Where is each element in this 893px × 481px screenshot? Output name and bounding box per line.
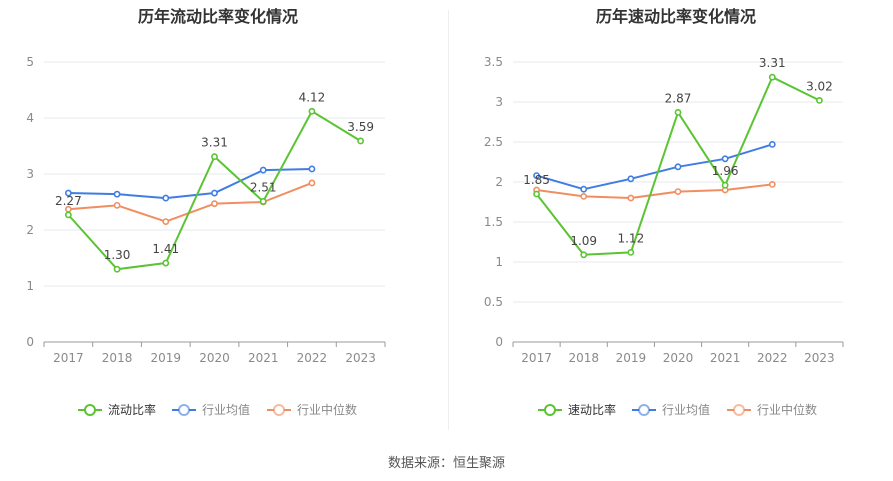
data-point[interactable] (721, 181, 729, 189)
x-tick-label: 2022 (757, 351, 788, 365)
y-tick-label: 2.5 (484, 135, 503, 149)
legend-marker-icon (178, 404, 190, 416)
data-label: 3.59 (347, 120, 374, 134)
y-tick-label: 1 (26, 279, 34, 293)
data-point[interactable] (113, 201, 121, 209)
data-point[interactable] (162, 218, 170, 225)
data-point[interactable] (211, 189, 218, 197)
data-point[interactable] (259, 198, 267, 205)
x-tick-label: 2017 (521, 351, 552, 365)
legend-marker-icon (638, 404, 650, 416)
data-point[interactable] (308, 179, 316, 187)
data-point[interactable] (627, 175, 635, 183)
data-point[interactable] (259, 166, 267, 174)
series-line (536, 143, 773, 191)
data-point[interactable] (113, 190, 121, 198)
data-point[interactable] (162, 259, 170, 267)
x-tick-label: 2021 (710, 351, 741, 365)
data-point[interactable] (357, 137, 365, 145)
quick-ratio-chart: 历年速动比率变化情况 0 0.5 1 1.5 2 2.5 3 3.5 2017 2018 2019 20… (484, 7, 844, 417)
legend-marker-icon (84, 404, 96, 416)
data-point[interactable] (580, 251, 588, 259)
data-label: 1.96 (712, 164, 739, 178)
data-point[interactable] (308, 165, 316, 173)
x-tick-label: 2022 (297, 351, 328, 365)
data-point[interactable] (721, 155, 729, 163)
y-tick-label: 1 (495, 255, 503, 269)
data-label: 1.85 (523, 173, 550, 187)
y-tick-label: 3.5 (484, 55, 503, 69)
data-point[interactable] (64, 189, 72, 197)
data-point[interactable] (113, 265, 121, 273)
data-label: 2.27 (55, 194, 82, 208)
data-point[interactable] (627, 248, 635, 256)
x-tick-label: 2018 (568, 351, 599, 365)
data-label: 1.12 (617, 231, 644, 245)
data-label: 1.09 (570, 234, 597, 248)
x-tick-label: 2023 (804, 351, 835, 365)
y-tick-label: 0 (495, 335, 503, 349)
y-tick-label: 2 (26, 223, 34, 237)
data-label: 3.31 (201, 136, 228, 150)
y-tick-label: 1.5 (484, 215, 503, 229)
data-point[interactable] (211, 153, 218, 161)
data-point[interactable] (627, 194, 635, 202)
legend-label[interactable]: 行业均值 (662, 402, 710, 417)
data-label: 4.12 (299, 90, 326, 104)
data-point[interactable] (580, 185, 588, 193)
current-ratio-chart: 历年流动比率变化情况 0 1 2 3 4 5 2017 2018 2019 2020 2021 2022… (26, 7, 386, 417)
x-tick-label: 2020 (663, 351, 694, 365)
data-point[interactable] (308, 107, 316, 115)
chart-title: 历年速动比率变化情况 (596, 7, 756, 26)
chart-title: 历年流动比率变化情况 (138, 7, 298, 26)
data-label: 3.31 (759, 56, 786, 70)
data-point[interactable] (768, 73, 776, 81)
series-line (68, 182, 313, 223)
data-point[interactable] (211, 200, 218, 208)
y-tick-label: 0 (26, 335, 34, 349)
y-tick-label: 4 (26, 111, 34, 125)
series-line (536, 183, 773, 199)
x-tick-label: 2020 (199, 351, 230, 365)
y-tick-label: 2 (495, 175, 503, 189)
data-point[interactable] (533, 172, 540, 179)
legend-label[interactable]: 流动比率 (108, 402, 156, 417)
y-tick-label: 3 (495, 95, 503, 109)
data-label: 2.51 (250, 180, 277, 194)
legend-marker-icon (273, 404, 285, 416)
data-point[interactable] (674, 163, 682, 171)
x-tick-label: 2023 (345, 351, 376, 365)
data-label: 2.87 (665, 91, 692, 105)
legend-label[interactable]: 行业中位数 (297, 402, 357, 417)
legend-marker-icon (544, 404, 556, 416)
data-point[interactable] (533, 190, 540, 198)
x-tick-label: 2019 (151, 351, 182, 365)
y-tick-label: 0.5 (484, 295, 503, 309)
x-tick-label: 2017 (53, 351, 84, 365)
data-point[interactable] (674, 188, 682, 195)
data-point[interactable] (816, 97, 823, 104)
data-point[interactable] (580, 192, 588, 200)
data-point[interactable] (768, 180, 776, 188)
series-line (68, 167, 312, 200)
data-label: 3.02 (806, 79, 833, 93)
data-source-footer: 数据来源：恒生聚源 (387, 456, 505, 471)
data-point[interactable] (64, 211, 72, 219)
chart-divider (448, 10, 449, 430)
x-tick-label: 2021 (248, 351, 279, 365)
legend-label[interactable]: 行业均值 (202, 402, 250, 417)
legend-marker-icon (733, 404, 745, 416)
data-point[interactable] (674, 109, 682, 116)
legend-label[interactable]: 行业中位数 (757, 402, 817, 417)
data-point[interactable] (162, 194, 170, 202)
y-tick-label: 5 (26, 55, 34, 69)
data-point[interactable] (768, 140, 776, 148)
data-label: 1.41 (152, 242, 179, 256)
x-tick-label: 2018 (102, 351, 133, 365)
legend-label[interactable]: 速动比率 (568, 402, 616, 417)
y-tick-label: 3 (26, 167, 34, 181)
data-label: 1.30 (104, 248, 131, 262)
x-tick-label: 2019 (616, 351, 647, 365)
